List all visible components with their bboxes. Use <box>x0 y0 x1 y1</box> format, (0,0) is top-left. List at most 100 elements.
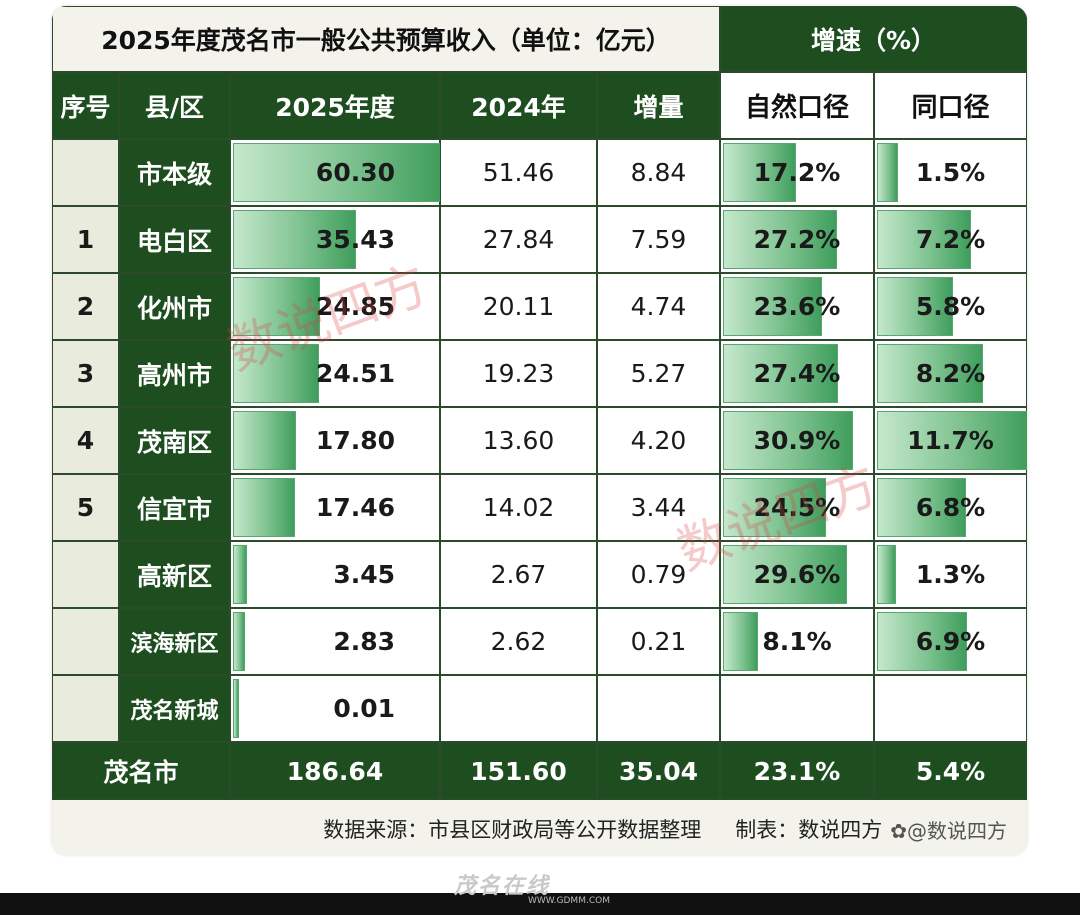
row-2025-bar <box>233 478 295 537</box>
row-natural-bar <box>723 143 796 202</box>
row-2025-value: 0.01 <box>230 675 440 742</box>
row-increase-text: 4.74 <box>630 292 687 321</box>
row-no-text: 2 <box>76 292 95 321</box>
table-title-text: 2025年度茂名市一般公共预算收入（单位：亿元） <box>101 26 671 55</box>
row-natural-bar <box>723 210 837 269</box>
row-same-bar <box>877 612 967 671</box>
total-same-text: 5.4% <box>915 756 986 786</box>
row-natural-growth: 30.9% <box>720 407 874 474</box>
row-same-growth-text: 6.8% <box>915 493 986 522</box>
row-same-growth: 5.8% <box>874 273 1027 340</box>
total-2024: 151.60 <box>440 742 597 800</box>
row-no: 3 <box>52 340 119 407</box>
row-2025-bar <box>233 210 356 269</box>
row-2024-value-text: 2.62 <box>490 627 547 656</box>
growth-header: 增速（%） <box>720 6 1027 72</box>
row-same-growth: 1.3% <box>874 541 1027 608</box>
row-2024-value: 14.02 <box>440 474 597 541</box>
growth-header-text: 增速（%） <box>810 26 937 55</box>
site-url: WWW.GDMM.COM <box>528 896 610 906</box>
row-same-bar <box>877 545 896 604</box>
row-2025-value: 17.46 <box>230 474 440 541</box>
row-natural-growth-text: 27.2% <box>753 225 841 254</box>
row-increase-text: 7.59 <box>630 225 687 254</box>
total-same: 5.4% <box>874 742 1027 800</box>
row-same-growth-text: 8.2% <box>915 359 986 388</box>
row-district-text: 茂名新城 <box>130 698 219 724</box>
row-natural-growth: 23.6% <box>720 273 874 340</box>
source-note: 数据来源：市县区财政局等公开数据整理 <box>323 818 702 842</box>
row-2024-value-text: 27.84 <box>482 225 555 254</box>
col-header-natural: 自然口径 <box>720 72 874 139</box>
row-2025-value: 17.80 <box>230 407 440 474</box>
row-2024-value: 20.11 <box>440 273 597 340</box>
total-name: 茂名市 <box>52 742 230 800</box>
row-same-bar <box>877 411 1027 470</box>
row-increase: 5.27 <box>597 340 720 407</box>
bottom-strip <box>0 893 1080 915</box>
row-natural-growth-text: 27.4% <box>753 359 841 388</box>
row-2025-value: 60.30 <box>230 139 441 206</box>
col-header-2025: 2025年度 <box>230 72 440 139</box>
row-district: 信宜市 <box>119 474 230 541</box>
row-district-text: 高州市 <box>136 360 212 390</box>
row-district: 高州市 <box>119 340 230 407</box>
row-same-growth-text: 7.2% <box>915 225 986 254</box>
row-2025-value: 2.83 <box>230 608 440 675</box>
row-natural-bar <box>723 545 847 604</box>
row-district: 高新区 <box>119 541 230 608</box>
row-2025-value-text: 17.46 <box>315 493 395 522</box>
row-2025-bar <box>233 143 441 202</box>
row-no: 4 <box>52 407 119 474</box>
total-name-text: 茂名市 <box>103 758 179 787</box>
budget-table-card: 2025年度茂名市一般公共预算收入（单位：亿元） 增速（%） 序号 县/区 2025年度… <box>52 6 1027 855</box>
row-district: 电白区 <box>119 206 230 273</box>
row-district-text: 高新区 <box>136 561 212 591</box>
row-2025-value: 35.43 <box>230 206 440 273</box>
total-increase: 35.04 <box>597 742 720 800</box>
row-2025-bar <box>233 411 296 470</box>
row-2025-bar <box>233 545 247 604</box>
col-header-2024-text: 2024年 <box>471 92 566 122</box>
row-increase: 8.84 <box>597 139 720 206</box>
row-natural-bar <box>723 344 838 403</box>
row-increase-text: 4.20 <box>630 426 687 455</box>
row-2024-value-text: 2.67 <box>490 560 547 589</box>
row-natural-growth: 27.4% <box>720 340 874 407</box>
row-increase: 4.74 <box>597 273 720 340</box>
row-same-growth-text: 1.3% <box>915 560 986 589</box>
col-header-2024: 2024年 <box>440 72 597 139</box>
col-header-same-text: 同口径 <box>911 93 990 123</box>
row-natural-bar <box>723 277 822 336</box>
site-logo: 茂名在线 <box>454 874 551 899</box>
row-same-bar <box>877 478 966 537</box>
row-natural-growth-text: 17.2% <box>753 158 841 187</box>
row-2025-value: 24.51 <box>230 340 440 407</box>
row-2024-value: 13.60 <box>440 407 597 474</box>
row-2025-bar <box>233 679 239 738</box>
row-increase-text: 8.84 <box>630 158 687 187</box>
row-no <box>52 541 119 608</box>
row-no-text: 5 <box>76 493 95 522</box>
row-2024-value-text: 14.02 <box>482 493 555 522</box>
table-footer: 数据来源：市县区财政局等公开数据整理 制表：数说四方 ✿@数说四方 <box>52 803 1027 855</box>
row-district: 市本级 <box>119 139 230 206</box>
row-2024-value: 2.62 <box>440 608 597 675</box>
total-increase-text: 35.04 <box>618 756 699 786</box>
row-district-text: 信宜市 <box>136 494 212 524</box>
row-increase: 4.20 <box>597 407 720 474</box>
total-2025: 186.64 <box>230 742 440 800</box>
row-2024-value: 51.46 <box>440 139 597 206</box>
total-2024-text: 151.60 <box>470 756 567 786</box>
row-increase <box>597 675 720 742</box>
row-2024-value-text: 13.60 <box>482 426 555 455</box>
row-same-growth-text: 11.7% <box>907 426 994 455</box>
table-title: 2025年度茂名市一般公共预算收入（单位：亿元） <box>52 6 720 72</box>
row-increase: 7.59 <box>597 206 720 273</box>
row-2025-bar <box>233 612 245 671</box>
row-same-bar <box>877 344 983 403</box>
row-same-growth: 6.9% <box>874 608 1027 675</box>
row-natural-growth <box>720 675 874 742</box>
row-natural-bar <box>723 612 758 671</box>
row-no <box>52 139 119 206</box>
